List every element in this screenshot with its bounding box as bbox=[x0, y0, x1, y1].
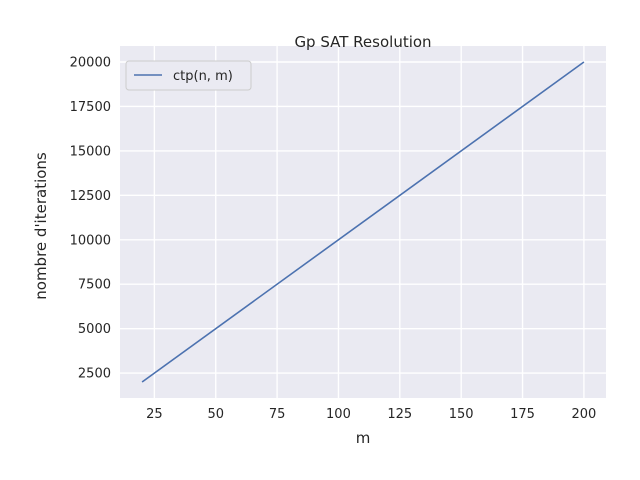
y-tick-label: 7500 bbox=[78, 278, 111, 293]
y-tick-labels: 2500 5000 7500 10000 12500 15000 17500 20000 bbox=[70, 56, 111, 382]
y-tick-label: 5000 bbox=[78, 322, 111, 337]
grid bbox=[120, 46, 606, 398]
legend-label: ctp(n, m) bbox=[173, 69, 233, 84]
y-tick-label: 2500 bbox=[78, 367, 111, 382]
x-axis-label: m bbox=[356, 429, 371, 447]
series-line bbox=[141, 61, 585, 383]
chart-title: Gp SAT Resolution bbox=[294, 33, 431, 51]
series-layer bbox=[141, 61, 585, 383]
y-tick-label: 17500 bbox=[70, 100, 111, 115]
x-tick-label: 175 bbox=[510, 407, 535, 422]
y-tick-label: 15000 bbox=[70, 144, 111, 159]
x-tick-label: 200 bbox=[571, 407, 596, 422]
legend-box bbox=[125, 60, 252, 91]
x-tick-label: 150 bbox=[449, 407, 474, 422]
x-tick-label: 100 bbox=[326, 407, 351, 422]
x-tick-label: 125 bbox=[387, 407, 412, 422]
legend: ctp(n, m) bbox=[125, 60, 252, 91]
y-axis-label: nombre d'iterations bbox=[32, 152, 50, 300]
x-tick-label: 50 bbox=[207, 407, 224, 422]
x-tick-label: 25 bbox=[146, 407, 163, 422]
y-tick-label: 12500 bbox=[70, 189, 111, 204]
x-tick-label: 75 bbox=[269, 407, 286, 422]
x-tick-labels: 25 50 75 100 125 150 175 200 bbox=[146, 407, 596, 422]
y-tick-label: 20000 bbox=[70, 56, 111, 71]
y-tick-label: 10000 bbox=[70, 233, 111, 248]
